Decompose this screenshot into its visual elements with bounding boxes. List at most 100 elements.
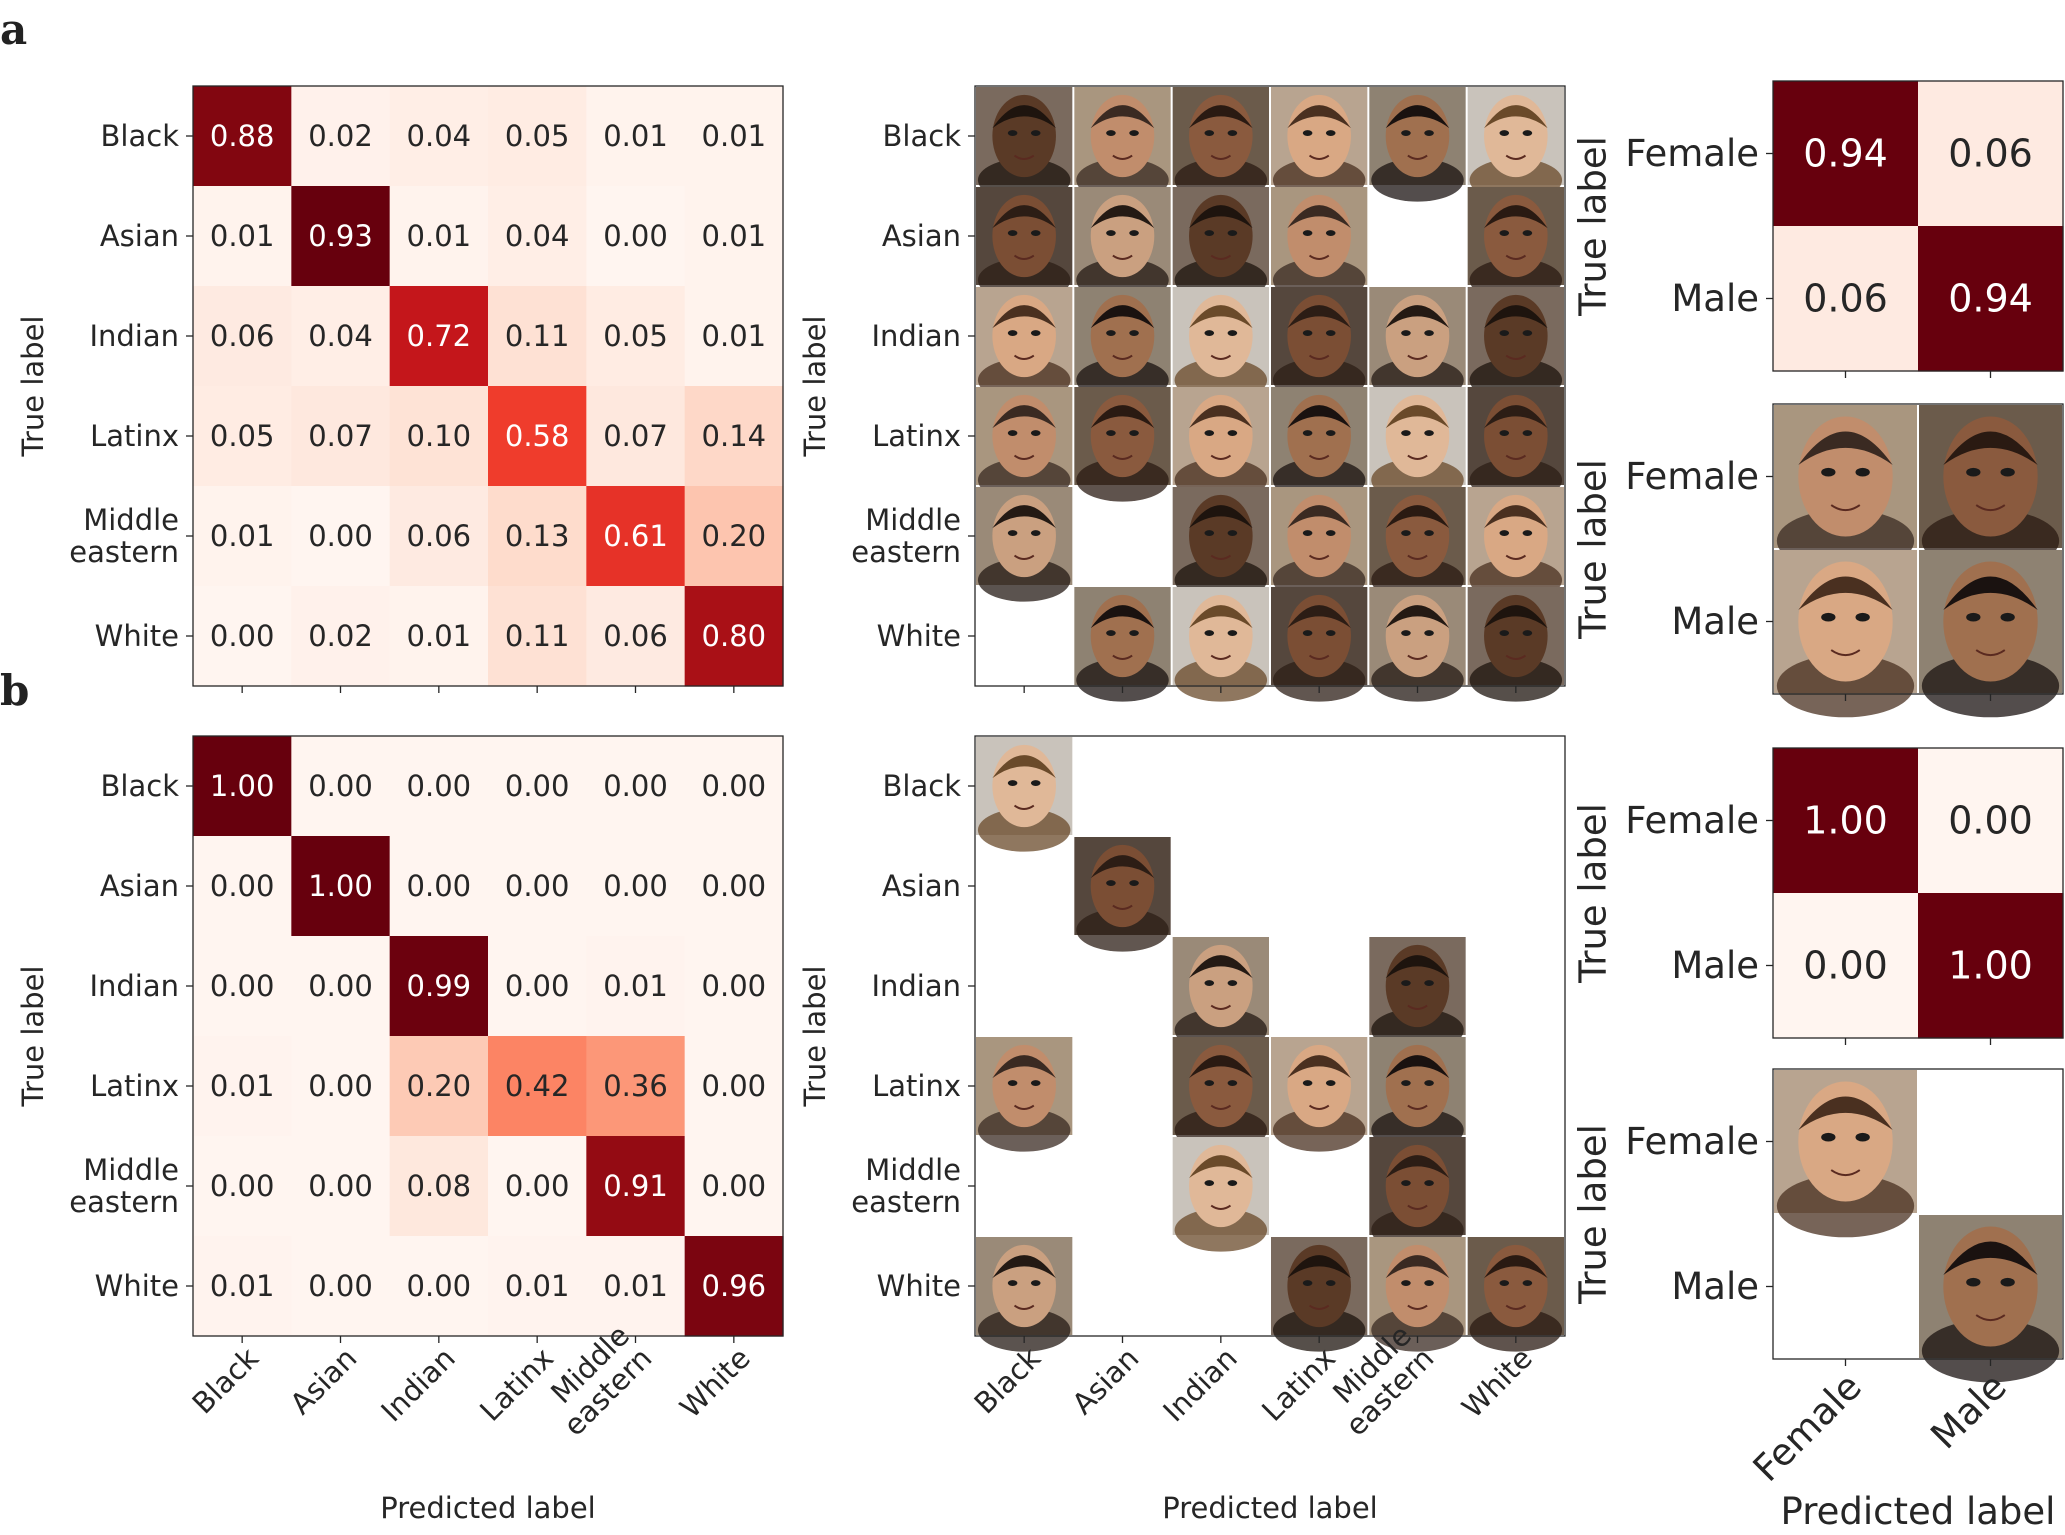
y-tick-label-middle-eastern: Middle eastern [69, 503, 179, 569]
heatmap-cell [586, 86, 686, 187]
cell-value: 0.00 [407, 1269, 472, 1303]
cell-value: 0.94 [1803, 132, 1888, 176]
cell-value: 0.00 [210, 969, 275, 1003]
face-image [1774, 1070, 1917, 1238]
plot-frame [192, 85, 784, 687]
y-tick-label-white: White [877, 619, 961, 653]
plot-frame [1772, 747, 2064, 1039]
cell-value: 0.11 [505, 619, 570, 653]
cell-value: 0.00 [308, 1069, 373, 1103]
heatmap-cell [193, 486, 292, 587]
cell-value: 0.08 [407, 1169, 472, 1203]
heatmap-cell [488, 1036, 587, 1137]
heatmap-cell [1918, 893, 2064, 1039]
heatmap-cell [193, 386, 292, 487]
heatmap-cell [488, 86, 587, 187]
face-image [1172, 187, 1269, 302]
cell-value: 0.01 [407, 619, 472, 653]
cell-value: 0.00 [308, 519, 373, 553]
face-image [1369, 1137, 1466, 1252]
cell-value: 0.00 [308, 1269, 373, 1303]
cell-value: 0.00 [702, 769, 767, 803]
y-tick-label-middle-eastern: Middle eastern [69, 1153, 179, 1219]
y-tick-label-asian: Asian [882, 869, 961, 903]
face-image [976, 287, 1073, 402]
cell-value: 0.94 [1948, 277, 2033, 321]
heatmap-cell [586, 586, 686, 687]
face-image [1271, 587, 1368, 702]
y-tick-label-white: White [95, 1269, 179, 1303]
y-axis-label: True label [1572, 459, 1615, 640]
heatmap-cell [1773, 81, 1919, 227]
cell-value: 0.11 [505, 319, 570, 353]
x-tick-label-indian: Indian [374, 1341, 461, 1428]
face-image [1074, 587, 1171, 702]
face-image [1172, 487, 1269, 602]
x-axis-label: Predicted label [1162, 1491, 1378, 1525]
face-image [976, 487, 1073, 602]
face-image [1369, 1237, 1466, 1352]
panel-label-b: b [0, 666, 29, 715]
face-image [1074, 287, 1171, 402]
heatmap-cell [586, 836, 686, 937]
x-tick-label-white: White [1455, 1341, 1539, 1425]
heatmap-cell [1773, 748, 1919, 894]
cell-value: 0.05 [603, 319, 668, 353]
chart-3-heatmap: 0.94 0.06 0.06 0.94 Female Male True label [1572, 80, 2064, 378]
face-image [1467, 1237, 1564, 1352]
face-image [1369, 287, 1466, 402]
cell-value: 0.42 [505, 1069, 570, 1103]
heatmap-cell [684, 1236, 784, 1337]
y-tick-label-male: Male [1671, 600, 1759, 643]
heatmap-cell [291, 936, 391, 1037]
heatmap-cell [389, 736, 489, 837]
face-image [1172, 1037, 1269, 1152]
face-image [1074, 837, 1171, 952]
face-image [1172, 937, 1269, 1052]
cell-value: 0.00 [210, 869, 275, 903]
heatmap-cell [291, 736, 391, 837]
cell-value: 0.01 [210, 1069, 275, 1103]
x-tick-label-asian: Asian [283, 1341, 363, 1421]
cell-value: 0.01 [702, 219, 767, 253]
y-tick-label-latinx: Latinx [90, 419, 179, 453]
cell-value: 0.00 [505, 1169, 570, 1203]
y-tick-label-black: Black [101, 769, 180, 803]
face-image [1369, 937, 1466, 1052]
x-axis-label: Predicted label [380, 1491, 596, 1525]
face-image [1774, 550, 1917, 718]
cell-value: 0.06 [407, 519, 472, 553]
heatmap-cell [193, 86, 292, 187]
y-tick-label-indian: Indian [871, 969, 961, 1003]
heatmap-cell [291, 836, 391, 937]
face-image [1467, 87, 1564, 202]
heatmap-cell [389, 286, 489, 387]
face-image [1467, 587, 1564, 702]
face-image [1271, 1037, 1368, 1152]
cell-value: 1.00 [1803, 799, 1888, 843]
heatmap-cell [389, 1136, 489, 1237]
cell-value: 0.88 [210, 119, 275, 153]
face-image [1369, 87, 1466, 202]
plot-frame [1772, 403, 2064, 695]
cell-value: 0.01 [210, 519, 275, 553]
cell-value: 0.00 [702, 1069, 767, 1103]
heatmap-cell [193, 186, 292, 287]
cell-value: 0.72 [407, 319, 472, 353]
cell-value: 0.04 [505, 219, 570, 253]
face-image [1919, 1215, 2062, 1383]
x-tick-label-indian: Indian [1156, 1341, 1243, 1428]
cell-value: 0.01 [505, 1269, 570, 1303]
heatmap-cell [488, 286, 587, 387]
cell-value: 1.00 [210, 769, 275, 803]
x-axis-label: Predicted label [1781, 1490, 2056, 1533]
face-image [976, 737, 1073, 852]
heatmap-cell [389, 186, 489, 287]
cell-value: 0.14 [702, 419, 767, 453]
cell-value: 0.00 [407, 769, 472, 803]
cell-value: 0.91 [603, 1169, 668, 1203]
heatmap-cell [488, 1236, 587, 1337]
y-tick-label-asian: Asian [100, 869, 179, 903]
cell-value: 0.20 [702, 519, 767, 553]
